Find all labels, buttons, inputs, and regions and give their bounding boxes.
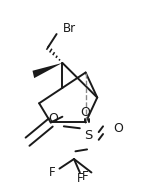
Text: S: S [84,129,93,142]
Polygon shape [33,63,62,78]
Text: O: O [113,122,123,135]
Text: O: O [49,112,59,125]
Text: Br: Br [62,22,75,35]
Text: F: F [77,172,83,185]
Text: F: F [49,166,56,179]
Text: O: O [81,106,91,119]
Polygon shape [39,88,62,103]
Text: F: F [82,170,89,183]
